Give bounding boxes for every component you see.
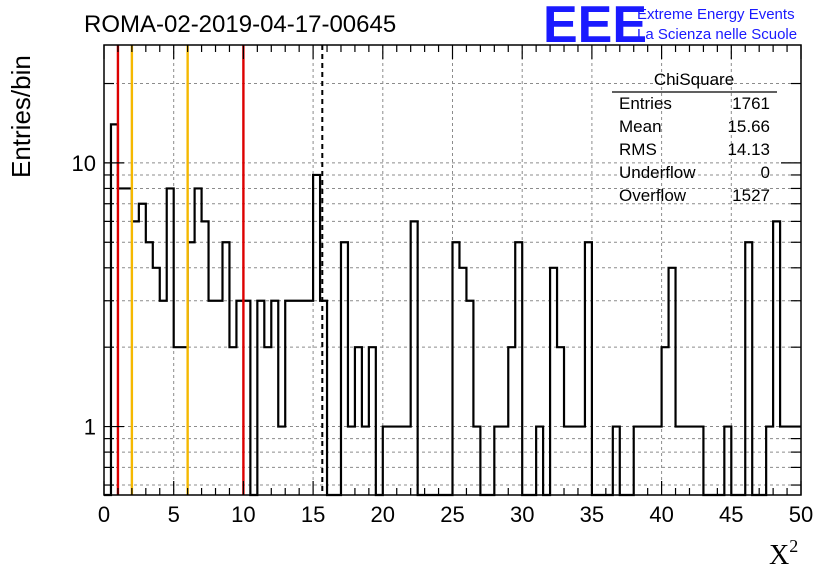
- x-tick-label: 50: [789, 502, 813, 527]
- stats-row-value: 0: [761, 163, 770, 182]
- x-tick-label: 30: [510, 502, 534, 527]
- reference-lines: [116, 45, 324, 495]
- stats-box: ChiSquare Entries 1761 Mean 15.66 RMS 14.13 Un…: [612, 70, 777, 205]
- stats-row-label: Overflow: [619, 186, 687, 205]
- stats-row-value: 14.13: [727, 140, 770, 159]
- x-axis-label-superscript: 2: [789, 536, 798, 556]
- x-tick-label: 45: [719, 502, 743, 527]
- stats-row-label: Underflow: [619, 163, 696, 182]
- x-axis-label-base: X: [769, 540, 789, 571]
- stats-box-title: ChiSquare: [654, 70, 734, 89]
- stats-row-label: Entries: [619, 94, 672, 113]
- stats-row-value: 1761: [732, 94, 770, 113]
- stats-row-value: 15.66: [727, 117, 770, 136]
- logo-line-2: La Scienza nelle Scuole: [637, 26, 797, 43]
- logo-line-1: Extreme Energy Events: [637, 6, 795, 23]
- stats-row-label: Mean: [619, 117, 662, 136]
- axis-ticks: 0 5 10 15 20 25 30 35 40 45 50 1 10: [72, 45, 813, 527]
- x-tick-label: 5: [168, 502, 180, 527]
- y-tick-label: 1: [84, 415, 96, 440]
- x-tick-label: 35: [580, 502, 604, 527]
- stats-row-label: RMS: [619, 140, 657, 159]
- x-tick-label: 0: [98, 502, 110, 527]
- stats-row-value: 1527: [732, 186, 770, 205]
- x-tick-label: 15: [301, 502, 325, 527]
- chart-title: ROMA-02-2019-04-17-00645: [84, 11, 396, 38]
- x-tick-label: 25: [440, 502, 464, 527]
- x-tick-label: 20: [371, 502, 395, 527]
- x-tick-label: 40: [649, 502, 673, 527]
- x-tick-label: 10: [231, 502, 255, 527]
- y-axis-label: Entries/bin: [6, 55, 36, 178]
- y-tick-label: 10: [72, 151, 96, 176]
- x-axis-label: X2: [769, 536, 798, 571]
- eee-logo: EEE: [543, 0, 647, 54]
